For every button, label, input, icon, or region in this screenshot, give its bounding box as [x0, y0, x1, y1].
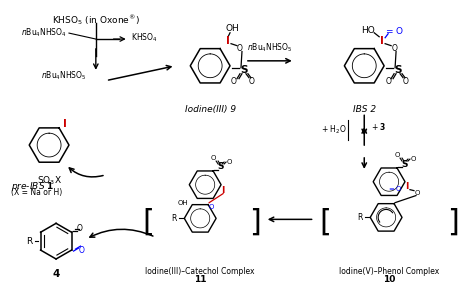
Text: OH: OH	[225, 24, 239, 33]
Text: I: I	[380, 36, 384, 46]
Text: ]: ]	[447, 208, 459, 237]
Text: R: R	[357, 213, 362, 222]
Text: S: S	[218, 162, 224, 172]
Text: O: O	[414, 190, 419, 196]
Text: IBS 2: IBS 2	[353, 105, 376, 114]
Text: R: R	[26, 237, 32, 246]
Text: + H$_2$O: + H$_2$O	[320, 124, 346, 137]
Text: $n$Bu$_4$NHSO$_5$: $n$Bu$_4$NHSO$_5$	[41, 69, 87, 82]
Text: KHSO$_4$: KHSO$_4$	[131, 32, 157, 44]
Text: $n$Bu$_4$NHSO$_5$: $n$Bu$_4$NHSO$_5$	[247, 41, 292, 54]
Text: SO$_3$X: SO$_3$X	[36, 175, 62, 187]
Text: I: I	[221, 186, 225, 195]
Text: [: [	[143, 208, 155, 237]
Text: R: R	[171, 214, 176, 223]
Text: O: O	[79, 246, 84, 255]
Text: O: O	[403, 77, 409, 86]
Text: Iodine(III)–Catechol Complex: Iodine(III)–Catechol Complex	[146, 267, 255, 276]
Text: I: I	[405, 182, 409, 191]
Text: KHSO$_5$ (in Oxone$^{\mathregular{\circledR}}$): KHSO$_5$ (in Oxone$^{\mathregular{\circl…	[52, 13, 140, 27]
Text: O: O	[209, 204, 214, 210]
Text: [: [	[319, 208, 331, 237]
Text: S: S	[402, 159, 408, 169]
Text: $=$O: $=$O	[384, 25, 404, 36]
Text: S: S	[240, 65, 248, 75]
Text: OH: OH	[178, 200, 188, 206]
Text: S: S	[394, 65, 402, 75]
Text: Iodine(III) 9: Iodine(III) 9	[184, 105, 236, 114]
Text: O: O	[391, 44, 397, 53]
Text: ]: ]	[249, 208, 261, 237]
Text: O: O	[394, 152, 400, 158]
Text: HO: HO	[361, 26, 375, 35]
Text: $n$Bu$_4$NHSO$_4$: $n$Bu$_4$NHSO$_4$	[21, 27, 67, 39]
Text: 10: 10	[383, 275, 395, 284]
Text: O: O	[237, 44, 243, 53]
Text: O: O	[227, 159, 232, 165]
Text: (X = Na or H): (X = Na or H)	[11, 188, 63, 197]
Text: O: O	[210, 155, 216, 161]
Text: $\mathbf{4}$: $\mathbf{4}$	[52, 267, 61, 279]
Text: O: O	[249, 77, 255, 86]
Text: $=$O: $=$O	[387, 184, 403, 193]
Text: O: O	[77, 224, 82, 233]
Text: $pre$-IBS $\mathbf{1}$: $pre$-IBS $\mathbf{1}$	[11, 180, 55, 193]
Text: O: O	[410, 156, 416, 162]
Text: I: I	[226, 36, 230, 46]
Text: 11: 11	[194, 275, 207, 284]
Text: Iodine(V)–Phenol Complex: Iodine(V)–Phenol Complex	[339, 267, 439, 276]
Text: I: I	[63, 119, 67, 129]
Text: O: O	[385, 77, 391, 86]
Text: O: O	[231, 77, 237, 86]
Text: + $\mathbf{3}$: + $\mathbf{3}$	[371, 121, 387, 132]
